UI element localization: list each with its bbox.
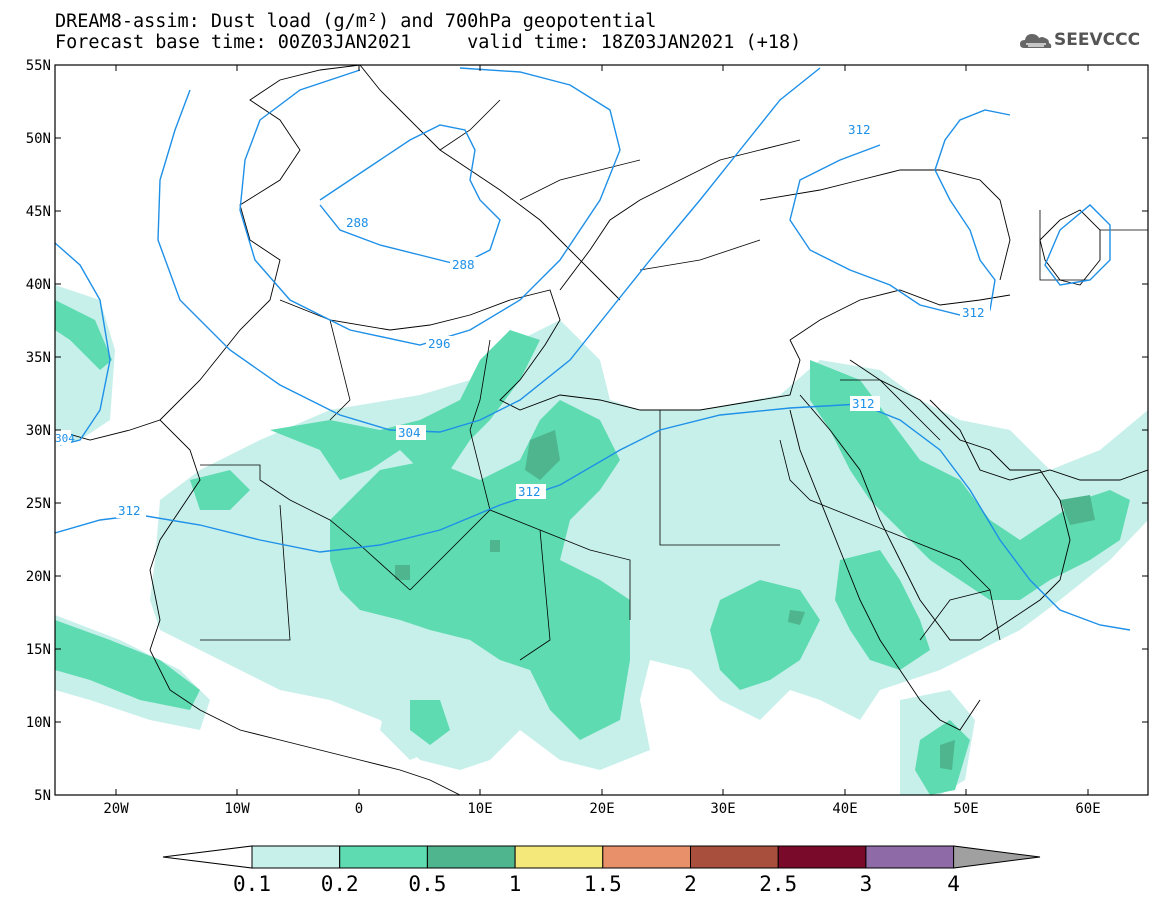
contour-label: 304 (398, 425, 421, 440)
lon-label: 50E (953, 801, 978, 817)
lat-label: 10N (26, 715, 51, 731)
colorbar-swatch (865, 845, 955, 869)
colorbar (162, 845, 1041, 869)
contour-label: 312 (118, 503, 141, 518)
dust-medium (55, 300, 1130, 795)
contour-label: 312 (518, 484, 541, 499)
country-borders (200, 99, 1148, 661)
colorbar-label: 4 (947, 872, 960, 896)
dust-fields (55, 285, 1148, 795)
map-title: DREAM8-assim: Dust load (g/m²) and 700hP… (55, 11, 657, 32)
colorbar-labels: 0.1 0.2 0.5 1 1.5 2 2.5 3 4 (233, 872, 960, 896)
colorbar-swatch (162, 845, 253, 869)
contour-label: 304 (55, 432, 75, 445)
lat-label: 30N (26, 423, 51, 439)
lon-label: 30E (710, 801, 735, 817)
lat-label: 50N (26, 131, 51, 147)
colorbar-swatch (514, 845, 604, 869)
lon-label: 20E (589, 801, 614, 817)
contour-label: 288 (452, 257, 475, 272)
colorbar-label: 0.2 (321, 872, 359, 896)
lat-label: 25N (26, 496, 51, 512)
lat-label: 45N (26, 204, 51, 220)
lat-label: 40N (26, 277, 51, 293)
longitude-labels: 20W 10W 0 10E 20E 30E 40E 50E 60E (103, 801, 1100, 817)
colorbar-swatch (777, 845, 867, 869)
colorbar-label: 1 (509, 872, 522, 896)
logo-text: SEEVCCC (1054, 30, 1141, 50)
colorbar-swatch (602, 845, 691, 869)
colorbar-label: 0.1 (233, 872, 271, 896)
lon-label: 10E (467, 801, 492, 817)
lat-label: 5N (34, 788, 51, 804)
lat-label: 35N (26, 350, 51, 366)
lon-label: 10W (224, 801, 250, 817)
colorbar-label: 2 (684, 872, 697, 896)
colorbar-label: 1.5 (584, 872, 622, 896)
lat-label: 20N (26, 569, 51, 585)
lat-label: 15N (26, 642, 51, 658)
colorbar-label: 3 (860, 872, 873, 896)
cloud-logo-icon (1020, 34, 1052, 48)
contour-label: 312 (852, 396, 875, 411)
lat-label: 55N (26, 58, 51, 74)
colorbar-label: 2.5 (759, 872, 797, 896)
contour-labels: 288 288 296 304 312 312 312 312 312 304 (55, 122, 990, 518)
colorbar-swatch (251, 845, 341, 869)
colorbar-swatch (690, 845, 779, 869)
colorbar-swatch (426, 845, 516, 869)
map-subtitle: Forecast base time: 00Z03JAN2021 valid t… (55, 32, 802, 53)
colorbar-swatch (953, 845, 1041, 869)
colorbar-swatch (339, 845, 428, 869)
latitude-labels: 55N 50N 45N 40N 35N 30N 25N 20N 15N 10N … (26, 58, 51, 804)
lon-label: 60E (1075, 801, 1100, 817)
contour-label: 296 (428, 336, 451, 351)
contour-label: 312 (962, 305, 985, 320)
colorbar-label: 0.5 (408, 872, 446, 896)
lon-label: 40E (832, 801, 857, 817)
dust-dense (395, 430, 1095, 770)
lon-label: 0 (355, 801, 363, 817)
contour-label: 288 (346, 215, 369, 230)
lon-label: 20W (103, 801, 129, 817)
axis-ticks (55, 64, 1148, 796)
contour-label: 312 (848, 122, 871, 137)
coastlines (55, 65, 1148, 795)
